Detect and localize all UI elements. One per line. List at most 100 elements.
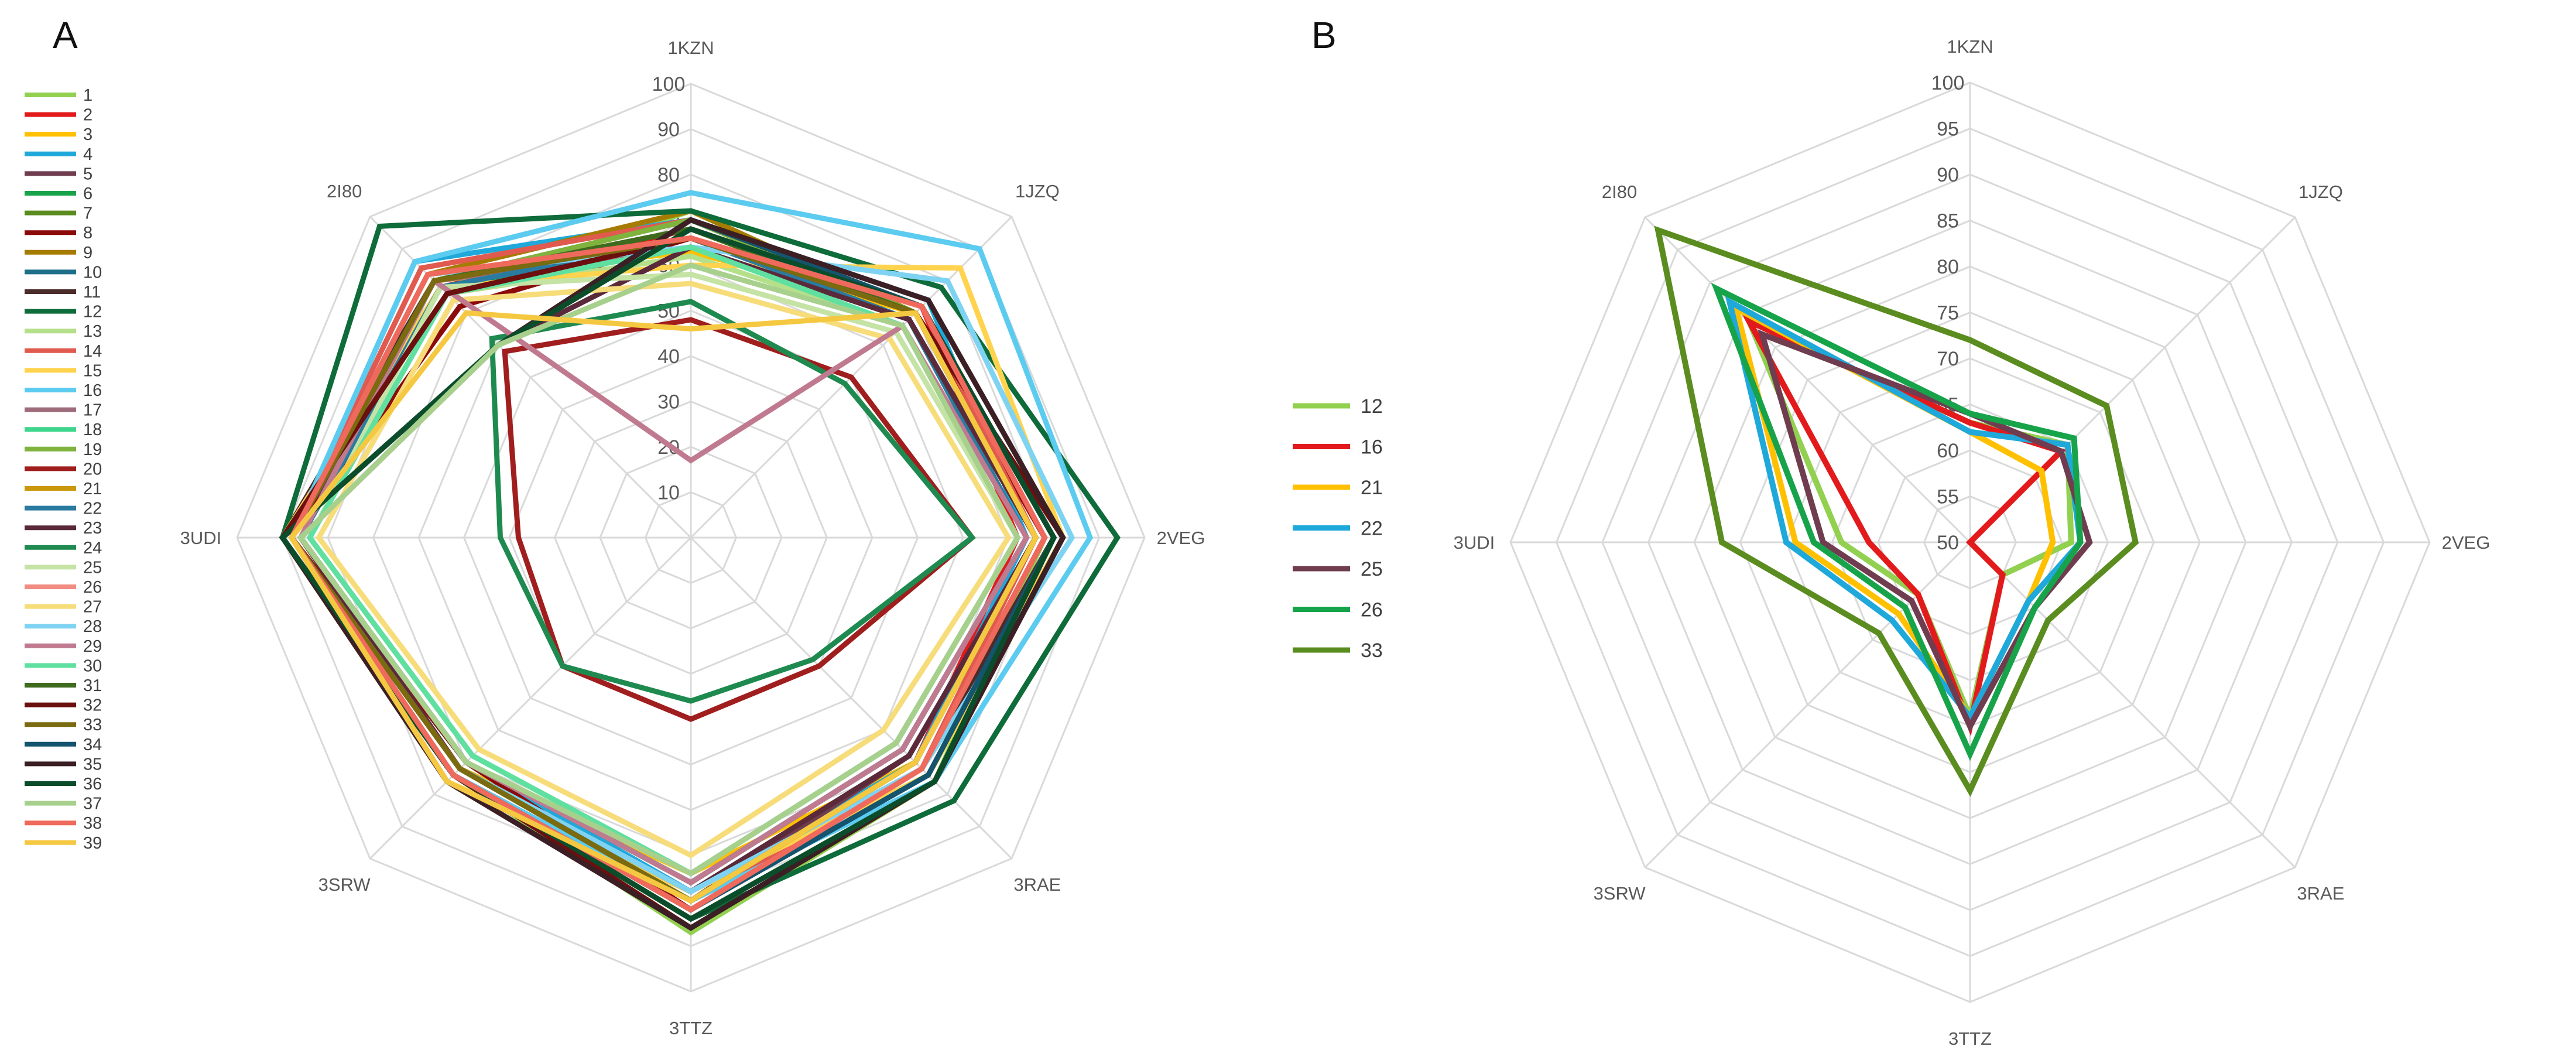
tick-label-b: 100 (1931, 72, 1965, 94)
legend-label-a-4: 4 (83, 145, 93, 164)
legend-label-a-26: 26 (83, 578, 102, 597)
legend-label-a-18: 18 (83, 420, 102, 439)
legend-label-b-22: 22 (1361, 518, 1383, 540)
series-line-a-39 (288, 310, 1039, 904)
panel-a-letter: A (53, 14, 78, 56)
axis-label-a: 3RAE (1013, 874, 1061, 895)
axis-label-b: 1JZQ (2298, 182, 2343, 202)
series-line-a-24 (489, 299, 976, 704)
legend-label-b-26: 26 (1361, 599, 1383, 621)
legend-label-a-13: 13 (83, 322, 102, 341)
legend-label-a-39: 39 (83, 834, 102, 853)
series-line-b-25 (1758, 329, 2093, 733)
legend-label-a-29: 29 (83, 637, 102, 656)
axis-label-b: 3UDI (1454, 532, 1495, 553)
axis-label-b: 3SRW (1594, 883, 1646, 904)
series-line-b-33 (1654, 225, 2139, 797)
legend-label-a-28: 28 (83, 617, 102, 636)
series-line-a-29 (297, 276, 1030, 886)
tick-label-b: 90 (1937, 164, 1959, 186)
legend-label-a-19: 19 (83, 440, 102, 459)
legend-label-a-33: 33 (83, 716, 102, 734)
series-line-a-27 (316, 281, 1012, 859)
legend-label-a-37: 37 (83, 795, 102, 813)
axis-label-a: 1JZQ (1015, 181, 1060, 201)
legend-label-a-17: 17 (83, 401, 102, 420)
legend-label-a-20: 20 (83, 460, 102, 478)
legend-label-a-21: 21 (83, 480, 102, 498)
series-line-a-38 (288, 235, 1048, 913)
legend-label-a-32: 32 (83, 696, 102, 715)
legend-label-b-12: 12 (1361, 395, 1383, 418)
series-line-a-20 (502, 317, 976, 722)
spoke-a-3 (690, 536, 1013, 860)
legend-label-a-5: 5 (83, 165, 93, 183)
radar-chart-a: 1KZN1JZQ2VEG3RAE3TTZ3SRW3UDI2I8010203040… (180, 37, 1205, 1038)
legend-label-a-8: 8 (83, 224, 93, 242)
tick-label-a: 100 (652, 73, 686, 95)
legend-label-a-27: 27 (83, 598, 102, 617)
tick-label-b: 50 (1937, 532, 1959, 554)
tick-label-a: 80 (657, 164, 680, 186)
legend-label-a-16: 16 (83, 381, 102, 400)
tick-label-b: 60 (1937, 440, 1959, 462)
series-line-b-22 (1725, 296, 2084, 723)
legend-label-a-36: 36 (83, 775, 102, 794)
spoke-b-7 (1644, 216, 1971, 543)
tick-label-a: 10 (657, 482, 680, 504)
tick-label-b: 95 (1937, 118, 1959, 141)
legend-label-a-12: 12 (83, 303, 102, 322)
tick-label-a: 30 (657, 391, 680, 413)
legend-label-a-1: 1 (83, 86, 93, 105)
legend-label-a-14: 14 (83, 342, 102, 361)
spoke-a-5 (369, 536, 692, 860)
legend-a: 1234567891011121314151617181920212223242… (25, 86, 102, 853)
legend-b: 12 16 21 22 25 26 33 (1293, 395, 1383, 662)
legend-label-a-38: 38 (83, 814, 102, 833)
axis-label-a: 3TTZ (669, 1018, 712, 1038)
legend-label-a-9: 9 (83, 244, 93, 262)
legend-label-a-30: 30 (83, 656, 102, 675)
legend-label-b-16: 16 (1361, 436, 1383, 459)
axis-label-a: 2I80 (327, 181, 362, 201)
legend-label-a-31: 31 (83, 676, 102, 695)
legend-label-a-6: 6 (83, 184, 93, 203)
axis-label-b: 2VEG (2442, 532, 2491, 553)
legend-label-a-22: 22 (83, 500, 102, 518)
legend-label-a-3: 3 (83, 125, 93, 144)
spoke-b-3 (1969, 541, 2296, 868)
legend-label-a-34: 34 (83, 736, 102, 754)
legend-label-a-15: 15 (83, 361, 102, 380)
tick-label-a: 90 (657, 119, 680, 141)
legend-label-a-10: 10 (83, 263, 102, 282)
tick-label-a: 40 (657, 346, 680, 368)
legend-label-a-23: 23 (83, 519, 102, 538)
radar-chart-b: 1KZN1JZQ2VEG3RAE3TTZ3SRW3UDI2I8050556065… (1454, 36, 2491, 1049)
panel-b-letter: B (1311, 14, 1337, 56)
series-line-a-37 (297, 262, 1021, 877)
tick-label-b: 80 (1937, 256, 1959, 278)
legend-label-a-7: 7 (83, 204, 93, 223)
series-line-a-33 (288, 235, 1039, 904)
legend-label-a-24: 24 (83, 539, 102, 558)
tick-label-b: 70 (1937, 348, 1959, 370)
legend-label-b-21: 21 (1361, 477, 1383, 499)
tick-label-b: 75 (1937, 302, 1959, 324)
axis-label-a: 2VEG (1157, 528, 1205, 548)
axis-label-b: 2I80 (1602, 182, 1637, 202)
axis-label-b: 3RAE (2297, 883, 2344, 904)
series-line-a-36 (279, 226, 1057, 922)
legend-label-a-11: 11 (83, 283, 101, 302)
axis-label-b: 3TTZ (1948, 1028, 1992, 1049)
series-line-b-26 (1711, 282, 2084, 761)
axis-label-b: 1KZN (1947, 36, 1993, 57)
axis-label-a: 1KZN (667, 37, 714, 58)
legend-label-a-2: 2 (83, 106, 93, 125)
tick-label-b: 55 (1937, 486, 1959, 508)
legend-label-a-35: 35 (83, 755, 102, 774)
tick-label-b: 85 (1937, 210, 1959, 232)
axis-label-a: 3UDI (180, 528, 222, 548)
legend-label-b-33: 33 (1361, 640, 1383, 662)
legend-label-a-25: 25 (83, 558, 102, 577)
